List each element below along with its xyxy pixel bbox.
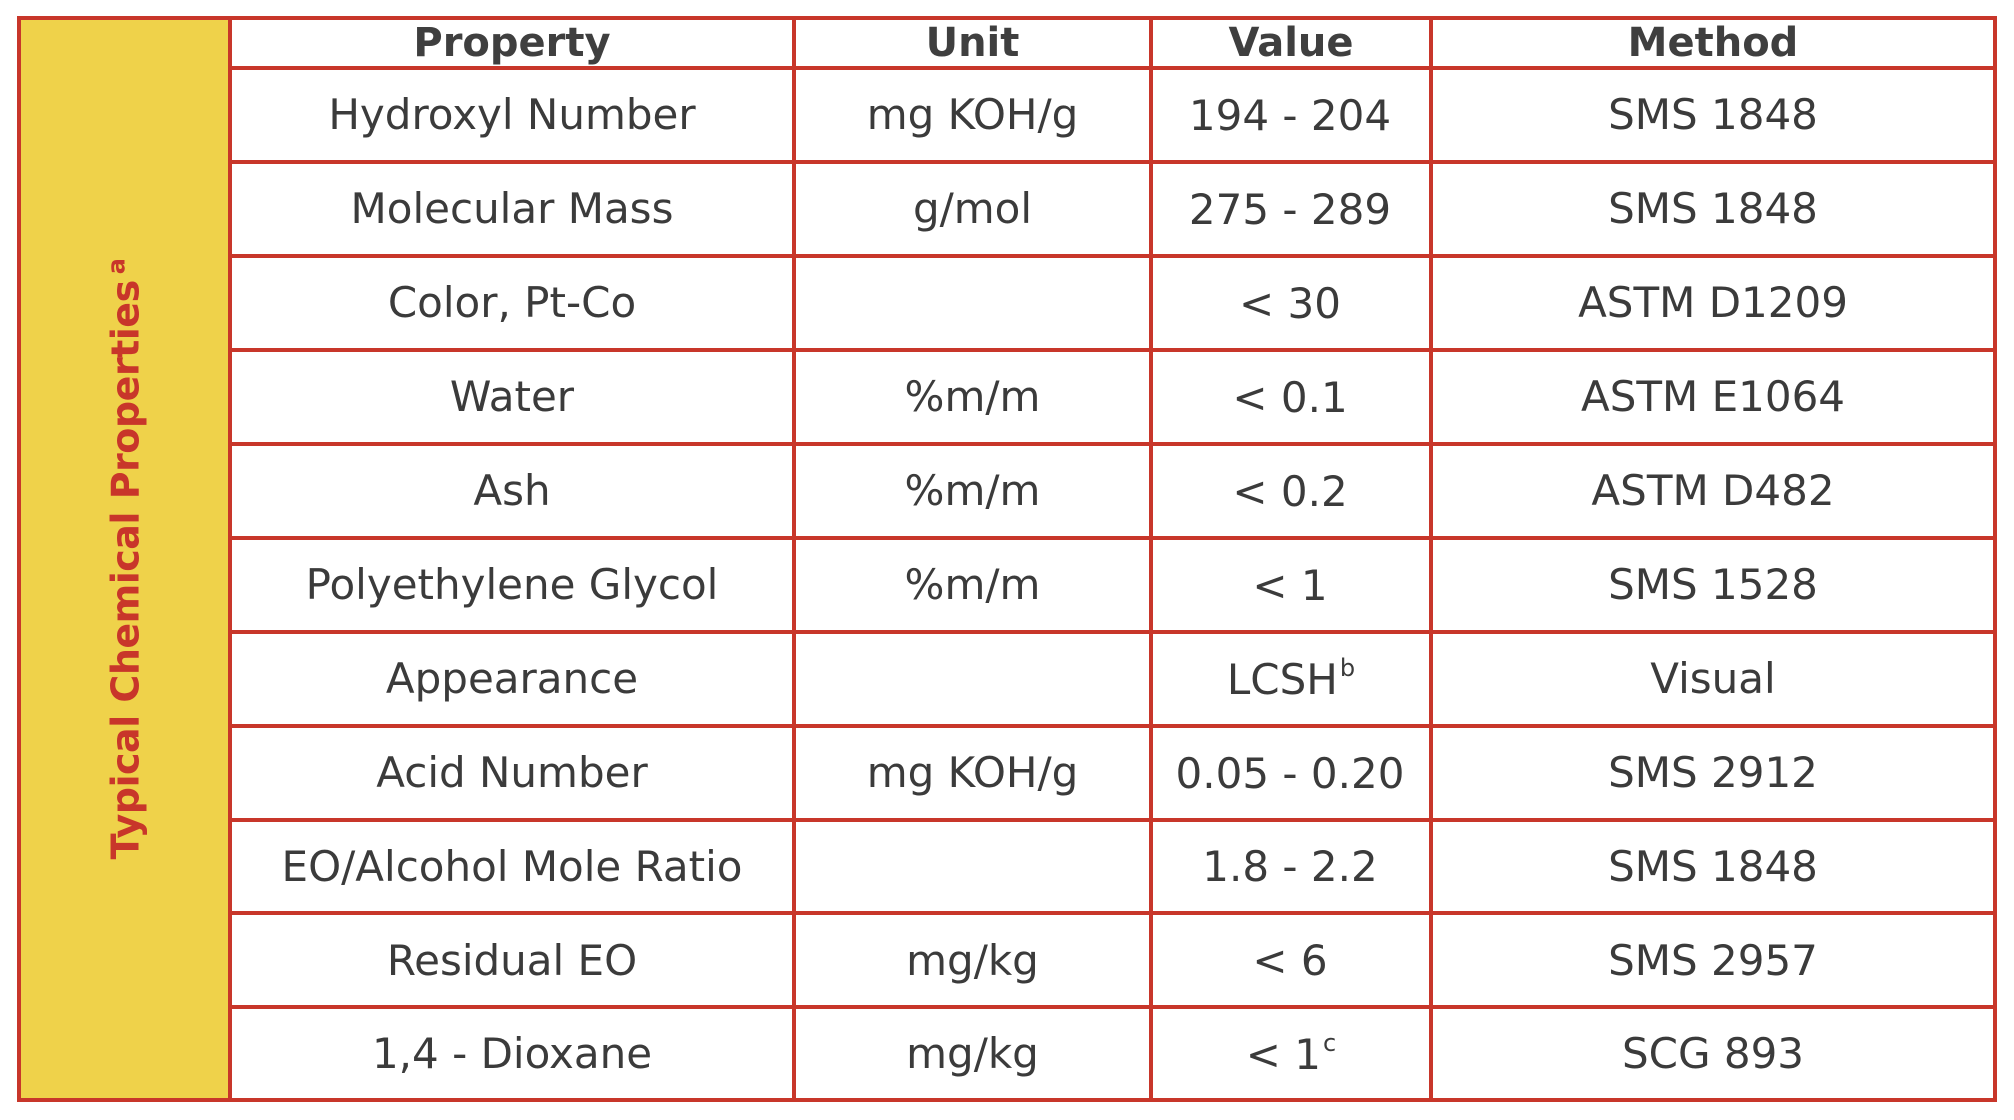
header-unit: Unit <box>792 20 1153 70</box>
cell-method: SCG 893 <box>1429 1005 1993 1098</box>
cell-unit <box>792 253 1153 352</box>
cell-property: 1,4 - Dioxane <box>232 1005 796 1098</box>
cell-unit: %m/m <box>792 535 1153 634</box>
properties-table: Property Unit Value Method Hydroxyl Numb… <box>232 20 1993 1098</box>
value-text: LCSH <box>1226 654 1338 704</box>
value-text: < 1 <box>1245 1029 1322 1079</box>
table-row: Molecular Mass g/mol 275 - 289 SMS 1848 <box>232 159 1993 258</box>
cell-unit: %m/m <box>792 347 1153 446</box>
cell-method: SMS 1848 <box>1429 66 1993 164</box>
table-row: Polyethylene Glycol %m/m < 1 SMS 1528 <box>232 535 1993 634</box>
cell-property: Appearance <box>232 629 796 728</box>
header-property: Property <box>232 20 796 70</box>
cell-method: ASTM D1209 <box>1429 253 1993 352</box>
cell-method: SMS 1848 <box>1429 817 1993 916</box>
header-method: Method <box>1429 20 1993 70</box>
value-text: 275 - 289 <box>1188 184 1392 234</box>
cell-value: < 1 <box>1149 535 1433 634</box>
cell-property: Water <box>232 347 796 446</box>
cell-property: Hydroxyl Number <box>232 66 796 164</box>
cell-value: 275 - 289 <box>1149 159 1433 258</box>
value-superscript: c <box>1323 1028 1337 1057</box>
cell-property: Ash <box>232 441 796 540</box>
cell-property: Polyethylene Glycol <box>232 535 796 634</box>
cell-property: Molecular Mass <box>232 159 796 258</box>
cell-unit <box>792 629 1153 728</box>
value-text: 0.05 - 0.20 <box>1175 748 1405 798</box>
cell-value: 0.05 - 0.20 <box>1149 723 1433 822</box>
cell-unit <box>792 817 1153 916</box>
cell-value: < 1c <box>1149 1005 1433 1098</box>
table-row: 1,4 - Dioxane mg/kg < 1c SCG 893 <box>232 1005 1993 1098</box>
table-row: Ash %m/m < 0.2 ASTM D482 <box>232 441 1993 540</box>
cell-property: Residual EO <box>232 911 796 1010</box>
cell-property: Acid Number <box>232 723 796 822</box>
cell-property: Color, Pt-Co <box>232 253 796 352</box>
cell-value: < 0.2 <box>1149 441 1433 540</box>
cell-value: < 0.1 <box>1149 347 1433 446</box>
side-band: Typical Chemical Properties a <box>21 20 232 1098</box>
cell-method: SMS 2957 <box>1429 911 1993 1010</box>
value-text: < 0.2 <box>1232 466 1348 516</box>
table-row: Acid Number mg KOH/g 0.05 - 0.20 SMS 291… <box>232 723 1993 822</box>
cell-value: 194 - 204 <box>1149 66 1433 164</box>
cell-method: Visual <box>1429 629 1993 728</box>
cell-value: 1.8 - 2.2 <box>1149 817 1433 916</box>
cell-method: SMS 1528 <box>1429 535 1993 634</box>
cell-unit: g/mol <box>792 159 1153 258</box>
header-row: Property Unit Value Method <box>232 20 1993 70</box>
side-label-superscript: a <box>102 258 130 275</box>
cell-property: EO/Alcohol Mole Ratio <box>232 817 796 916</box>
cell-method: SMS 1848 <box>1429 159 1993 258</box>
table-row: Color, Pt-Co < 30 ASTM D1209 <box>232 253 1993 352</box>
header-value: Value <box>1149 20 1433 70</box>
table-row: EO/Alcohol Mole Ratio 1.8 - 2.2 SMS 1848 <box>232 817 1993 916</box>
value-text: 194 - 204 <box>1188 90 1392 140</box>
side-label: Typical Chemical Properties a <box>102 259 147 860</box>
cell-method: SMS 2912 <box>1429 723 1993 822</box>
table-row: Hydroxyl Number mg KOH/g 194 - 204 SMS 1… <box>232 66 1993 164</box>
value-superscript: b <box>1339 653 1356 682</box>
value-text: < 0.1 <box>1232 372 1348 422</box>
table-row: Water %m/m < 0.1 ASTM E1064 <box>232 347 1993 446</box>
cell-value: < 30 <box>1149 253 1433 352</box>
chemical-properties-table-frame: Typical Chemical Properties a Property Un… <box>17 16 1997 1102</box>
cell-value: < 6 <box>1149 911 1433 1010</box>
table-row: Residual EO mg/kg < 6 SMS 2957 <box>232 911 1993 1010</box>
table-row: Appearance LCSHb Visual <box>232 629 1993 728</box>
cell-unit: mg/kg <box>792 911 1153 1010</box>
cell-unit: mg/kg <box>792 1005 1153 1098</box>
value-text: 1.8 - 2.2 <box>1202 842 1378 892</box>
cell-unit: mg KOH/g <box>792 723 1153 822</box>
cell-unit: mg KOH/g <box>792 66 1153 164</box>
value-text: < 1 <box>1252 560 1328 610</box>
side-label-text: Typical Chemical Properties <box>103 280 147 860</box>
cell-unit: %m/m <box>792 441 1153 540</box>
cell-value: LCSHb <box>1149 629 1433 728</box>
value-text: < 30 <box>1239 278 1341 328</box>
value-text: < 6 <box>1252 936 1328 986</box>
cell-method: ASTM E1064 <box>1429 347 1993 446</box>
cell-method: ASTM D482 <box>1429 441 1993 540</box>
